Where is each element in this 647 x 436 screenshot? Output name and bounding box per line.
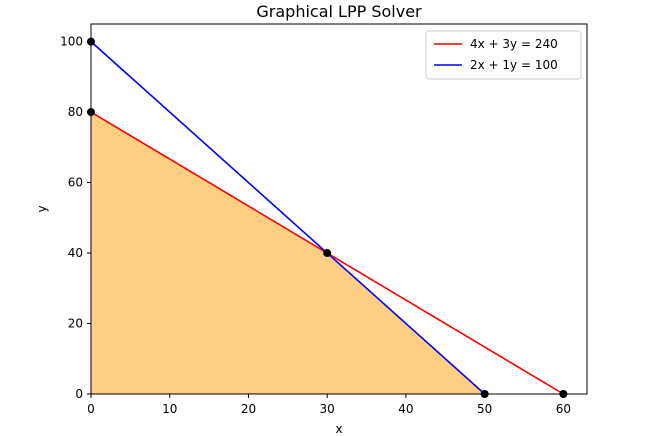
chart-title: Graphical LPP Solver [256,2,422,21]
x-tick-label: 60 [556,402,571,416]
legend: 4x + 3y = 240 2x + 1y = 100 [425,30,582,80]
y-tick-label: 0 [75,387,83,401]
y-tick-label: 80 [68,105,83,119]
y-tick-label: 20 [68,317,83,331]
x-axis-label: x [335,422,342,436]
x-tick-label: 0 [87,402,95,416]
y-tick-label: 60 [68,176,83,190]
y-tick-label: 100 [60,35,83,49]
x-tick-label: 10 [162,402,177,416]
x-tick-label: 40 [398,402,413,416]
y-tick-label: 40 [68,246,83,260]
corner-point-3 [323,249,332,258]
plot-area [87,37,568,398]
series-line-2 [90,41,486,395]
x-tick-label: 30 [320,402,335,416]
legend-box [425,30,582,80]
y-axis-label: y [35,205,49,212]
x-tick-label: 20 [241,402,256,416]
axes-frame [90,23,588,395]
legend-label-2: 2x + 1y = 100 [470,58,558,72]
feasible-region [91,112,485,394]
legend-label-1: 4x + 3y = 240 [470,37,558,51]
y-axis: 0 20 40 60 80 100 [60,35,91,401]
x-tick-label: 50 [477,402,492,416]
x-axis: 0 10 20 30 40 50 60 [87,394,571,416]
